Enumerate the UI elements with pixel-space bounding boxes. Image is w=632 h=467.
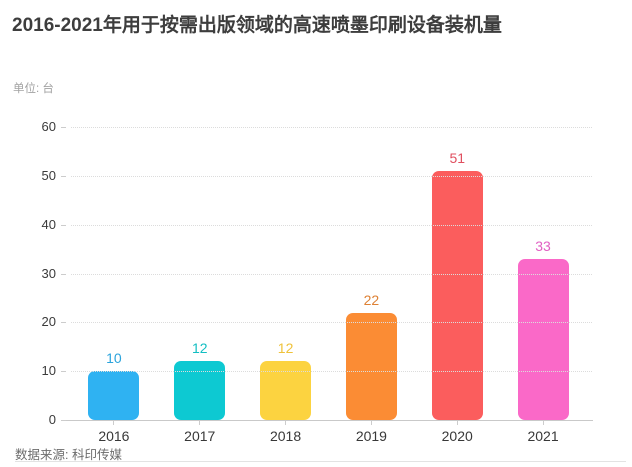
y-axis-label: 20 — [41, 314, 56, 330]
gridline — [71, 322, 592, 324]
source-note: 数据来源: 科印传媒 — [15, 448, 122, 462]
x-axis-tick — [370, 421, 372, 425]
x-axis-labels: 2016 2017 2018 2019 2020 2021 — [71, 421, 586, 444]
y-axis-label: 30 — [41, 265, 56, 281]
x-axis-slot: 2018 — [243, 421, 329, 444]
x-axis-line — [63, 420, 593, 421]
bar-value-label: 22 — [363, 291, 380, 308]
x-axis-label: 2016 — [98, 428, 130, 444]
y-axis-tick — [61, 371, 66, 373]
x-axis-slot: 2019 — [329, 421, 415, 444]
x-axis-tick — [542, 421, 544, 425]
x-axis-slot: 2016 — [71, 421, 157, 444]
bar-group: 22 — [329, 292, 415, 420]
page-title: 2016-2021年用于按需出版领域的高速喷墨印刷设备装机量 — [12, 15, 502, 36]
unit-label: 单位: 台 — [13, 83, 54, 95]
y-axis-label: 50 — [41, 167, 56, 183]
bar-value-label: 10 — [106, 350, 122, 367]
y-axis-tick — [61, 273, 66, 275]
gridline — [71, 127, 592, 128]
y-axis-tick — [61, 224, 66, 226]
bar — [517, 258, 569, 420]
x-axis-slot: 2020 — [414, 421, 500, 444]
bar-group: 12 — [243, 340, 329, 420]
gridline — [71, 371, 592, 373]
y-axis-tick — [61, 420, 66, 421]
bar-group: 10 — [71, 350, 157, 420]
y-axis-label: 0 — [48, 412, 56, 427]
y-axis-tick — [61, 322, 66, 324]
bar-value-label: 12 — [277, 340, 294, 357]
x-axis-slot: 2017 — [157, 421, 243, 444]
x-axis-slot: 2021 — [500, 421, 586, 444]
bar — [345, 312, 397, 420]
bar-group: 33 — [500, 238, 586, 420]
x-axis-tick — [456, 421, 458, 425]
gridline — [71, 273, 592, 275]
gridline — [71, 175, 592, 177]
bar — [88, 371, 140, 420]
y-axis-tick — [61, 175, 66, 177]
bottom-divider — [15, 461, 626, 462]
y-axis-label: 60 — [41, 119, 56, 134]
x-axis-tick — [113, 421, 115, 425]
x-axis-label: 2021 — [527, 428, 559, 444]
x-axis-tick — [285, 421, 287, 425]
bar — [431, 170, 483, 420]
y-axis-label: 40 — [41, 216, 56, 232]
gridline — [71, 224, 592, 226]
bar-value-label: 51 — [449, 149, 466, 166]
plot-area: 10 12 12 22 51 33 — [71, 127, 592, 420]
x-axis-label: 2018 — [269, 428, 302, 444]
bar-value-label: 12 — [191, 340, 208, 357]
bar-group: 12 — [157, 340, 243, 420]
bar-group: 51 — [414, 150, 500, 420]
y-axis-tick — [61, 127, 66, 128]
x-axis-tick — [199, 421, 201, 425]
bar-value-label: 33 — [535, 237, 551, 254]
x-axis-label: 2019 — [355, 428, 387, 444]
x-axis-label: 2017 — [184, 428, 216, 444]
x-axis-label: 2020 — [441, 428, 473, 444]
y-axis-label: 10 — [41, 363, 56, 379]
